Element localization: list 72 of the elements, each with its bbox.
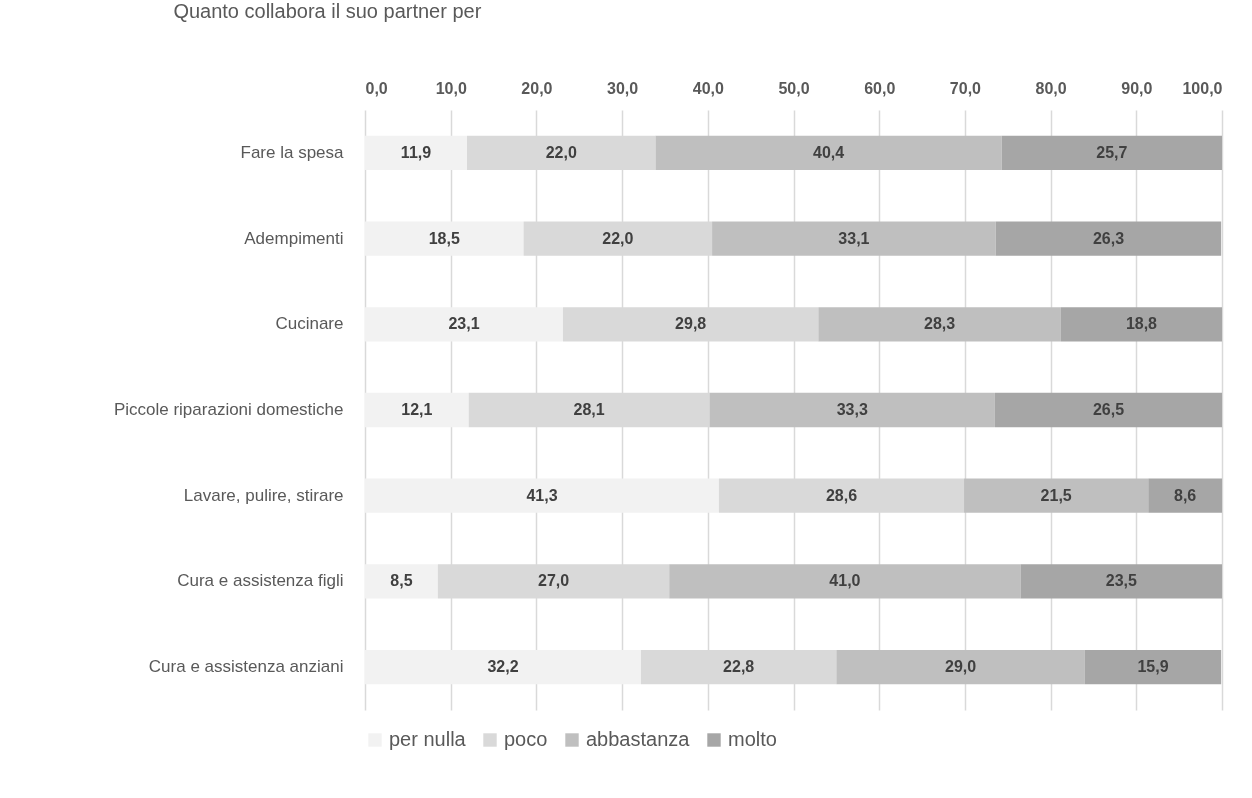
bar: [712, 221, 996, 256]
data-label: 41,0: [829, 572, 861, 590]
data-label: 40,4: [813, 143, 845, 161]
bar: [1148, 478, 1222, 513]
bar: [365, 392, 469, 428]
data-label: 15,9: [1137, 658, 1169, 676]
data-label: 21,5: [1040, 486, 1072, 504]
y-tick-label: Cucinare: [275, 314, 344, 334]
bar: [1060, 307, 1222, 342]
y-tick-label: Cura e assistenza figli: [177, 571, 344, 591]
bar: [709, 392, 995, 428]
bar: [1020, 564, 1222, 599]
x-tick-label: 30,0: [607, 79, 639, 97]
data-label: 33,3: [836, 401, 868, 418]
bar: [836, 650, 1085, 685]
x-tick-label: 90,0: [1121, 79, 1153, 97]
data-label: 26,5: [1092, 401, 1125, 418]
x-tick-label: 0,0: [365, 79, 388, 97]
data-label: 8,6: [1174, 486, 1197, 504]
x-tick-label: 50,0: [778, 79, 810, 97]
data-label: 28,1: [573, 401, 605, 418]
bar: [1001, 135, 1222, 170]
y-tick-label: Fare la spesa: [240, 142, 345, 162]
data-label: 22,8: [723, 658, 755, 676]
bar: [669, 564, 1021, 599]
bar: [964, 478, 1149, 513]
legend-label: abbastanza: [586, 728, 691, 750]
bar: [365, 650, 641, 685]
x-tick-label: 40,0: [692, 79, 724, 97]
data-label: 23,5: [1105, 572, 1137, 590]
data-label: 28,6: [825, 486, 858, 504]
legend-label: poco: [504, 728, 548, 750]
bar: [365, 135, 467, 170]
bar: [365, 307, 563, 342]
legend-label: molto: [728, 728, 777, 750]
y-tick-label: Lavare, pulire, stirare: [183, 485, 344, 505]
data-label: 28,3: [924, 315, 956, 333]
data-label: 12,1: [401, 401, 433, 418]
chart-title: Quanto collabora il suo partner per: [173, 0, 482, 22]
y-tick-label: Cura e assistenza anziani: [148, 657, 344, 677]
y-tick-label: Adempimenti: [244, 228, 344, 248]
bar: [1084, 650, 1222, 685]
data-label: 18,5: [428, 229, 460, 247]
x-tick-label: 70,0: [949, 79, 982, 97]
x-tick-label: 20,0: [521, 79, 553, 97]
bar: [365, 221, 524, 256]
x-tick-label: 80,0: [1035, 79, 1067, 97]
data-label: 29,0: [945, 658, 977, 676]
bar: [655, 135, 1002, 170]
data-label: 22,0: [545, 143, 577, 161]
y-tick-label: Piccole riparazioni domestiche: [113, 400, 344, 419]
bar: [365, 478, 719, 513]
data-label: 27,0: [537, 572, 570, 590]
data-label: 11,9: [400, 143, 432, 161]
data-label: 22,0: [602, 229, 634, 247]
data-label: 29,8: [675, 315, 707, 333]
bar: [995, 221, 1222, 256]
data-label: 32,2: [487, 658, 519, 676]
x-tick-label: 60,0: [864, 79, 896, 97]
data-label: 41,3: [526, 486, 558, 504]
bar: [365, 564, 438, 599]
bar: [818, 307, 1061, 342]
data-label: 26,3: [1092, 229, 1125, 247]
data-label: 8,5: [390, 572, 413, 590]
legend-label: per nulla: [389, 728, 467, 750]
data-label: 18,8: [1125, 315, 1158, 333]
x-tick-label: 10,0: [435, 79, 467, 97]
bar: [994, 392, 1222, 428]
x-tick-label: 100,0: [1182, 79, 1223, 97]
data-label: 23,1: [448, 315, 480, 333]
data-label: 33,1: [838, 229, 870, 247]
data-label: 25,7: [1096, 143, 1128, 161]
